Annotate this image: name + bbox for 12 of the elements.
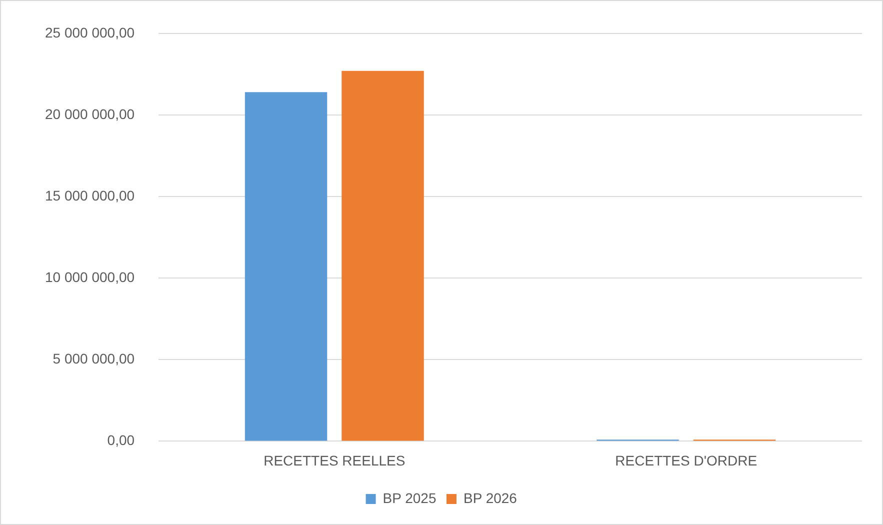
y-tick-label: 10 000 000,00 [45,268,135,285]
legend-label: BP 2026 [464,490,518,506]
x-tick-label: RECETTES REELLES [264,452,406,468]
y-tick-label: 5 000 000,00 [52,350,135,366]
y-tick-label: 25 000 000,00 [45,24,135,40]
y-tick-label: 0,00 [107,432,135,448]
x-tick-label: RECETTES D'ORDRE [615,452,758,468]
legend-label: BP 2025 [382,490,436,506]
bar [244,92,328,441]
bar [342,70,424,441]
y-tick-label: 15 000 000,00 [45,187,135,204]
y-tick-label: 20 000 000,00 [45,106,135,122]
